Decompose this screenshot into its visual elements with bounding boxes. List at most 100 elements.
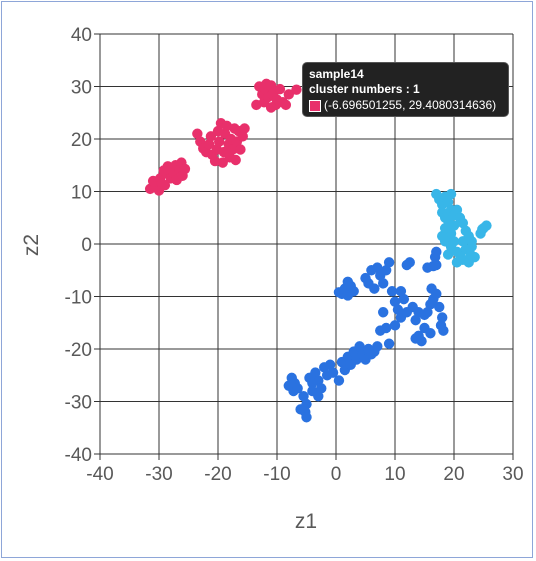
data-point-cluster-0[interactable] — [237, 131, 248, 142]
x-tick-label: -30 — [145, 464, 172, 485]
data-point-cluster-0[interactable] — [291, 84, 302, 95]
data-point-cluster-1[interactable] — [434, 301, 445, 313]
y-tick-label: 10 — [71, 183, 92, 204]
y-tick-label: 40 — [71, 25, 92, 46]
data-point-cluster-2[interactable] — [445, 188, 457, 200]
y-tick-label: -30 — [65, 393, 92, 414]
data-point-cluster-1[interactable] — [410, 333, 421, 344]
data-point-cluster-1[interactable] — [298, 391, 309, 402]
y-axis-label: z2 — [20, 234, 43, 256]
data-point-cluster-1[interactable] — [372, 341, 383, 352]
tooltip-coordinates: (-6.696501255, 29.4080314636) — [324, 98, 497, 112]
data-point-cluster-0[interactable] — [192, 128, 203, 139]
data-point-cluster-1[interactable] — [431, 246, 442, 258]
data-point-cluster-2[interactable] — [448, 236, 460, 247]
data-point-cluster-2[interactable] — [457, 217, 469, 229]
x-tick-label: 20 — [443, 464, 464, 485]
tick-labels: -40 -30 -20 -10 0 10 20 30 -40 -30 -20 -10 0 10 20 30 40 — [65, 25, 524, 485]
y-tick-label: 20 — [71, 130, 92, 151]
data-point-cluster-1[interactable] — [389, 296, 401, 307]
x-tick-label: 0 — [331, 464, 342, 485]
data-point-cluster-2[interactable] — [448, 220, 460, 231]
data-point-cluster-1[interactable] — [425, 328, 436, 339]
data-point-cluster-1[interactable] — [378, 278, 389, 289]
data-point-cluster-1[interactable] — [307, 377, 318, 389]
data-point-cluster-1[interactable] — [354, 341, 365, 352]
x-tick-label: 30 — [502, 464, 523, 485]
data-point-cluster-0[interactable] — [283, 89, 294, 100]
data-point-cluster-0[interactable] — [179, 163, 191, 175]
data-point-cluster-0[interactable] — [217, 157, 228, 168]
data-point-cluster-1[interactable] — [383, 257, 395, 268]
data-point-cluster-1[interactable] — [316, 383, 327, 394]
x-axis-label: z1 — [295, 510, 317, 533]
data-point-cluster-1[interactable] — [395, 286, 407, 297]
data-point-cluster-1[interactable] — [383, 338, 395, 349]
data-point-cluster-2[interactable] — [466, 236, 477, 247]
data-point-cluster-0[interactable] — [235, 144, 246, 155]
data-point-cluster-2[interactable] — [465, 249, 476, 260]
data-point-cluster-1[interactable] — [333, 375, 345, 386]
data-point-cluster-1[interactable] — [313, 391, 324, 402]
data-point-cluster-1[interactable] — [327, 367, 339, 378]
data-point-cluster-1[interactable] — [401, 307, 412, 318]
data-point-cluster-2[interactable] — [439, 223, 451, 234]
data-points[interactable] — [144, 78, 492, 423]
data-point-cluster-1[interactable] — [380, 265, 392, 276]
data-point-cluster-1[interactable] — [310, 367, 321, 378]
data-point-cluster-1[interactable] — [348, 286, 359, 297]
data-point-cluster-2[interactable] — [442, 249, 454, 260]
data-point-cluster-1[interactable] — [437, 312, 448, 323]
data-point-cluster-0[interactable] — [212, 125, 224, 137]
data-point-cluster-0[interactable] — [274, 83, 286, 95]
y-tick-label: 0 — [81, 235, 92, 256]
data-point-cluster-1[interactable] — [378, 307, 389, 318]
data-point-cluster-0[interactable] — [280, 99, 292, 111]
data-point-cluster-1[interactable] — [292, 383, 303, 394]
data-point-cluster-1[interactable] — [398, 293, 410, 305]
data-point-cluster-1[interactable] — [386, 286, 398, 297]
y-tick-label: -10 — [65, 288, 92, 309]
data-point-cluster-2[interactable] — [442, 196, 454, 208]
data-point-cluster-0[interactable] — [221, 146, 233, 158]
data-point-cluster-1[interactable] — [392, 304, 404, 315]
data-point-cluster-1[interactable] — [435, 320, 447, 331]
data-point-cluster-0[interactable] — [159, 180, 171, 191]
y-tick-label: -40 — [65, 445, 92, 466]
data-point-cluster-0[interactable] — [265, 102, 277, 113]
x-tick-label: -20 — [204, 464, 231, 485]
data-point-cluster-0[interactable] — [230, 154, 241, 166]
data-point-cluster-1[interactable] — [410, 314, 421, 326]
tooltip-title: sample14 — [309, 67, 364, 81]
data-point-cluster-1[interactable] — [295, 404, 306, 415]
data-point-cluster-2[interactable] — [437, 230, 448, 242]
data-point-cluster-1[interactable] — [301, 412, 312, 423]
x-tick-label: 10 — [384, 464, 405, 485]
data-point-cluster-2[interactable] — [451, 204, 463, 216]
data-point-cluster-2[interactable] — [463, 257, 474, 268]
data-point-cluster-1[interactable] — [419, 309, 430, 321]
data-point-cluster-1[interactable] — [342, 276, 353, 287]
data-point-cluster-0[interactable] — [251, 99, 262, 111]
data-point-cluster-1[interactable] — [380, 322, 392, 334]
data-point-cluster-1[interactable] — [324, 359, 336, 370]
data-point-cluster-1[interactable] — [372, 262, 383, 273]
x-tick-label: -40 — [86, 464, 113, 485]
data-point-cluster-0[interactable] — [213, 136, 225, 147]
data-point-cluster-2[interactable] — [477, 224, 488, 235]
data-point-cluster-1[interactable] — [369, 283, 380, 294]
data-point-cluster-1[interactable] — [431, 259, 442, 271]
point-tooltip: sample14 cluster numbers : 1 (-6.6965012… — [302, 62, 509, 117]
tooltip-value-row: (-6.696501255, 29.4080314636) — [309, 98, 502, 113]
data-point-cluster-1[interactable] — [426, 283, 437, 294]
data-point-cluster-0[interactable] — [205, 131, 217, 142]
data-point-cluster-0[interactable] — [203, 139, 215, 150]
data-point-cluster-0[interactable] — [158, 165, 169, 176]
data-point-cluster-2[interactable] — [460, 225, 471, 237]
data-point-cluster-1[interactable] — [404, 257, 415, 268]
y-tick-label: -20 — [65, 340, 92, 361]
data-point-cluster-0[interactable] — [239, 123, 250, 134]
data-point-cluster-1[interactable] — [389, 320, 401, 331]
x-tick-label: -10 — [263, 464, 290, 485]
